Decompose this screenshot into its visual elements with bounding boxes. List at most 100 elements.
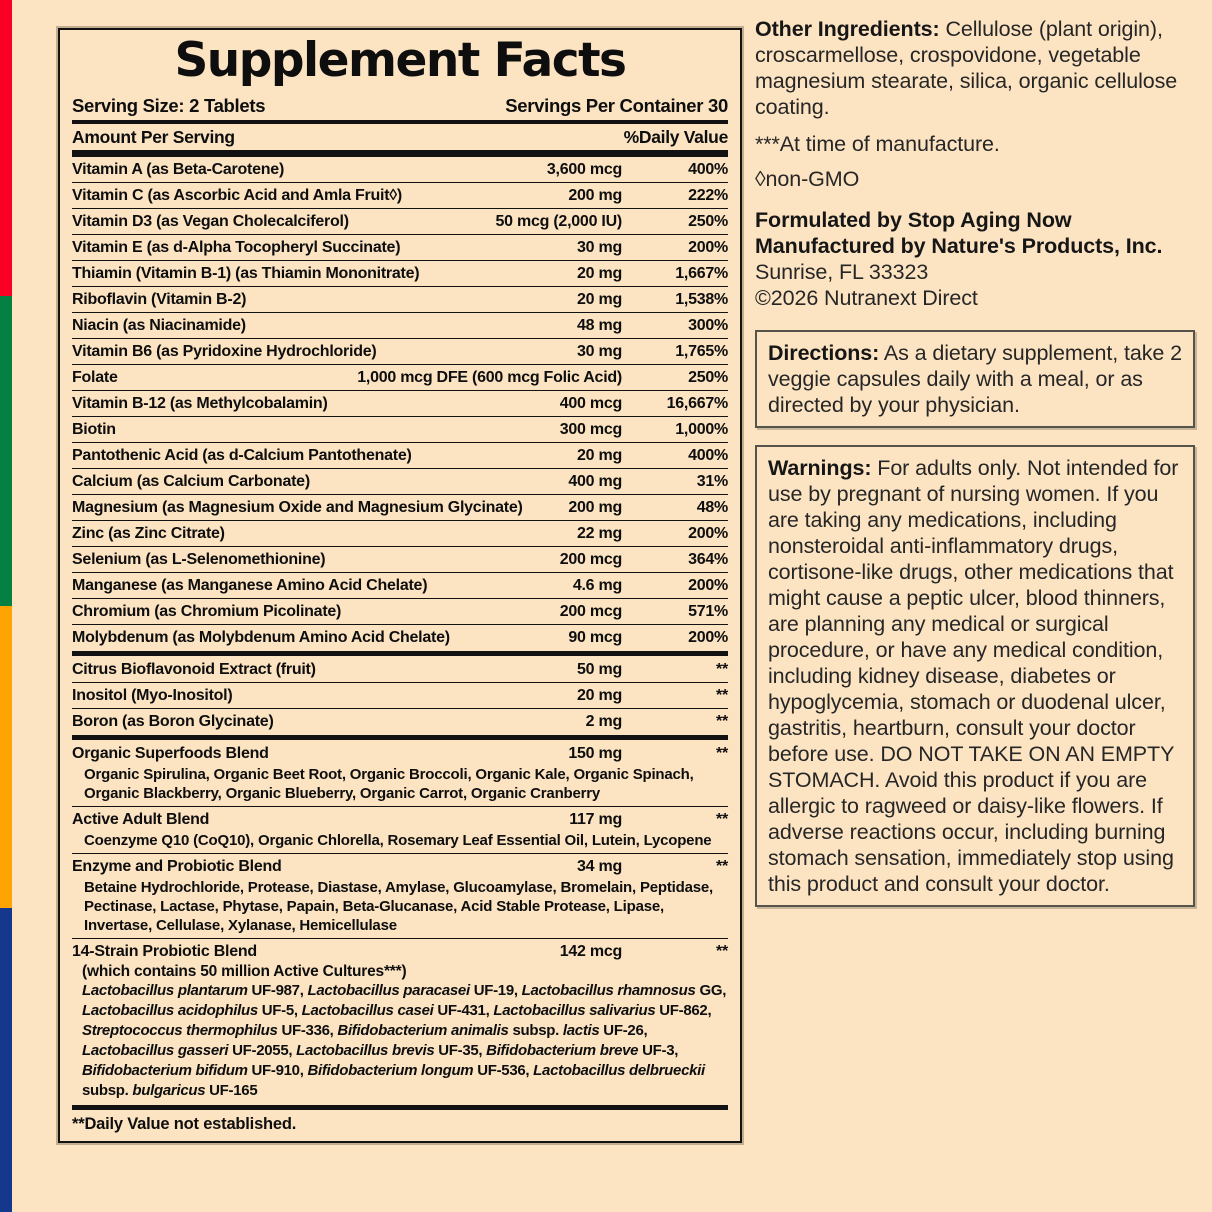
divider-section <box>72 1105 728 1110</box>
divider-section <box>72 651 728 656</box>
nutrient-daily-value: 200% <box>688 525 728 542</box>
nutrient-amount: 1,000 mcg DFE (600 mcg Folic Acid) <box>357 369 622 386</box>
nutrient-daily-value: 31% <box>696 473 729 490</box>
nutrient-name: Chromium (as Chromium Picolinate) <box>72 603 342 620</box>
nutrient-amount: 30 mg <box>577 239 622 256</box>
nutrient-row: Enzyme and Probiotic Blend 34 mg ** <box>72 856 728 877</box>
strain-latin-name: Bifidobacterium longum <box>307 1062 474 1079</box>
divider-thick <box>72 150 728 157</box>
nutrient-daily-value: 200% <box>688 239 728 256</box>
blend-sections: Organic Superfoods Blend 150 mg ** Organic … <box>72 741 728 1104</box>
probiotic-strains: Lactobacillus plantarum UF-987, Lactobac… <box>82 982 727 1099</box>
nutrient-amount: 400 mg <box>568 473 622 490</box>
nutrient-daily-value: ** <box>716 687 728 704</box>
blue-stripe <box>0 908 12 1212</box>
nutrient-row: Magnesium (as Magnesium Oxide and Magnes… <box>72 494 728 520</box>
nutrient-row: Chromium (as Chromium Picolinate) 200 mcg… <box>72 598 728 624</box>
nutrient-row: Biotin 300 mcg 1,000% <box>72 416 728 442</box>
warnings-label: Warnings: <box>768 456 872 480</box>
panel-title: Supplement Facts <box>174 33 627 88</box>
nutrient-row: Vitamin D3 (as Vegan Cholecalciferol) 50 … <box>72 208 728 234</box>
nutrient-amount: 300 mcg <box>559 421 623 438</box>
strain-latin-name: Bifidobacterium animalis <box>337 1022 509 1039</box>
nutrient-amount: 22 mg <box>577 525 622 542</box>
orange-stripe <box>0 606 12 908</box>
nutrient-row: Citrus Bioflavonoid Extract (fruit) 50 mg… <box>72 657 728 682</box>
nutrient-daily-value: 200% <box>688 577 728 594</box>
nutrient-amount: 400 mcg <box>559 395 623 412</box>
nutrient-row: Calcium (as Calcium Carbonate) 400 mg 31% <box>72 468 728 494</box>
nutrient-row: Niacin (as Niacinamide) 48 mg 300% <box>72 312 728 338</box>
other-ingredients: Other Ingredients: Cellulose (plant orig… <box>755 16 1195 120</box>
edge-color-stripes <box>0 0 12 1212</box>
nutrient-name: Boron (as Boron Glycinate) <box>72 713 274 730</box>
nutrient-amount: 48 mg <box>577 317 622 334</box>
warnings-box: Warnings: For adults only. Not intended … <box>755 445 1195 907</box>
nutrient-amount: 50 mg <box>577 661 622 678</box>
nutrient-amount: 117 mg <box>569 811 622 828</box>
blend-ingredients: Betaine Hydrochloride, Protease, Diastas… <box>84 879 713 934</box>
manufacture-time-note: ***At time of manufacture. <box>755 132 1000 156</box>
green-stripe <box>0 296 12 606</box>
nutrient-row: Vitamin C (as Ascorbic Acid and Amla Fru… <box>72 182 728 208</box>
nutrient-daily-value: 16,667% <box>666 395 729 412</box>
nutrient-row: Riboflavin (Vitamin B-2) 20 mg 1,538% <box>72 286 728 312</box>
strain-latin-name: Lactobacillus casei <box>301 1002 434 1019</box>
nutrient-amount: 50 mcg (2,000 IU) <box>495 213 623 230</box>
servings-per-container: Servings Per Container 30 <box>505 95 728 116</box>
nutrient-row: Molybdenum (as Molybdenum Amino Acid Che… <box>72 624 728 650</box>
other-ingredients-text: Cellulose (plant origin), croscarmellose… <box>755 17 1178 119</box>
manufacturer-block: Formulated by Stop Aging Now Manufacture… <box>755 207 1195 311</box>
nutrient-daily-value: 1,765% <box>675 343 728 360</box>
nutrient-name: Molybdenum (as Molybdenum Amino Acid Che… <box>72 629 450 646</box>
nutrient-name: Folate <box>72 369 118 386</box>
nutrient-rows: Vitamin A (as Beta-Carotene) 3,600 mcg 400… <box>72 157 728 650</box>
col-header-amount-per-serving: Amount Per Serving <box>72 127 235 147</box>
blend-section: Organic Superfoods Blend 150 mg ** Organic … <box>72 741 728 806</box>
blend-section: Active Adult Blend 117 mg ** Coenzyme Q10 (… <box>72 806 728 853</box>
nutrient-row: Selenium (as L-Selenomethionine) 200 mcg 3… <box>72 546 728 572</box>
nutrient-amount: 200 mcg <box>559 551 623 568</box>
non-gmo-note: ◊non-GMO <box>755 167 860 191</box>
nutrient-row: Thiamin (Vitamin B-1) (as Thiamin Mononi… <box>72 260 728 286</box>
supplement-facts-panel: Supplement Facts Serving Size: 2 Tablets… <box>58 28 742 1143</box>
nutrient-amount: 20 mg <box>577 447 622 464</box>
nutrient-name: Active Adult Blend <box>72 811 210 828</box>
strain-latin-name: Streptococcus thermophilus <box>82 1022 278 1039</box>
nutrient-name: Pantothenic Acid (as d-Calcium Pantothen… <box>72 447 412 464</box>
directions-box: Directions: As a dietary supplement, tak… <box>755 330 1195 428</box>
strain-latin-name: Bifidobacterium bifidum <box>82 1062 248 1079</box>
nutrient-daily-value: ** <box>716 661 728 678</box>
strain-latin-name: Lactobacillus rhamnosus <box>521 982 696 999</box>
nutrient-amount: 150 mg <box>568 745 622 762</box>
no-dv-nutrient-rows: Citrus Bioflavonoid Extract (fruit) 50 mg… <box>72 657 728 734</box>
nutrient-row: Active Adult Blend 117 mg ** <box>72 809 728 830</box>
strain-latin-name: Lactobacillus paracasei <box>307 982 470 999</box>
strain-latin-name: bulgaricus <box>132 1082 206 1099</box>
blend-ingredients: Organic Spirulina, Organic Beet Root, Or… <box>84 766 694 802</box>
copyright-line: ©2026 Nutranext Direct <box>755 286 978 310</box>
nutrient-daily-value: 571% <box>688 603 728 620</box>
nutrient-row: 14-Strain Probiotic Blend 142 mcg ** <box>72 941 728 962</box>
nutrient-name: Vitamin D3 (as Vegan Cholecalciferol) <box>72 213 349 230</box>
nutrient-name: Inositol (Myo-Inositol) <box>72 687 233 704</box>
directions-label: Directions: <box>768 341 880 365</box>
nutrient-amount: 20 mg <box>577 687 622 704</box>
serving-size: Serving Size: 2 Tablets <box>72 95 266 116</box>
nutrient-name: Magnesium (as Magnesium Oxide and Magnes… <box>72 499 523 516</box>
right-info-column: Other Ingredients: Cellulose (plant orig… <box>755 16 1195 924</box>
nutrient-daily-value: 250% <box>688 369 728 386</box>
nutrient-daily-value: 1,538% <box>675 291 728 308</box>
nutrient-name: 14-Strain Probiotic Blend <box>72 943 257 960</box>
strain-latin-name: Lactobacillus acidophilus <box>82 1002 258 1019</box>
strain-latin-name: Bifidobacterium breve <box>486 1042 639 1059</box>
divider-section <box>72 735 728 740</box>
nutrient-row: Inositol (Myo-Inositol) 20 mg ** <box>72 682 728 708</box>
other-ingredients-label: Other Ingredients: <box>755 17 940 41</box>
strain-latin-name: Lactobacillus plantarum <box>82 982 248 999</box>
nutrient-amount: 2 mg <box>585 713 623 730</box>
daily-value-footnote: **Daily Value not established. <box>72 1115 297 1133</box>
nutrient-amount: 30 mg <box>577 343 622 360</box>
nutrient-daily-value: ** <box>716 943 728 960</box>
nutrient-amount: 20 mg <box>577 291 622 308</box>
